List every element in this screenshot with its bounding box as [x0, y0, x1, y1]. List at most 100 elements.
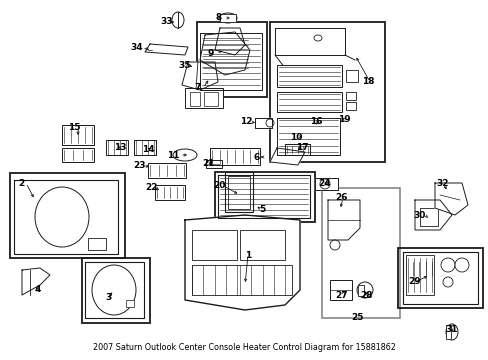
Text: 35: 35	[178, 60, 190, 69]
Ellipse shape	[454, 258, 468, 272]
Text: 31: 31	[445, 325, 457, 334]
Polygon shape	[22, 268, 50, 295]
Polygon shape	[269, 148, 305, 165]
Bar	[220, 14, 236, 22]
Text: 30: 30	[413, 211, 426, 220]
Bar	[314, 120, 328, 134]
Ellipse shape	[440, 258, 454, 272]
Bar	[192, 230, 237, 260]
Bar	[346, 102, 355, 110]
Ellipse shape	[329, 240, 339, 250]
Bar	[126, 300, 134, 307]
Ellipse shape	[442, 277, 452, 287]
Bar	[148, 163, 185, 178]
Text: 3: 3	[104, 293, 111, 302]
Bar	[276, 65, 341, 87]
Text: 23: 23	[133, 161, 145, 170]
Ellipse shape	[219, 13, 237, 23]
Bar	[276, 92, 341, 112]
Text: 5: 5	[258, 206, 264, 215]
Bar	[203, 92, 218, 106]
Text: 33: 33	[160, 18, 172, 27]
Text: 29: 29	[408, 278, 421, 287]
Ellipse shape	[313, 35, 321, 41]
Polygon shape	[434, 183, 467, 215]
Bar	[62, 125, 94, 145]
Polygon shape	[85, 262, 143, 318]
Bar	[155, 185, 184, 200]
Bar	[240, 230, 285, 260]
Polygon shape	[184, 215, 299, 310]
Text: 14: 14	[142, 145, 154, 154]
Text: 16: 16	[309, 117, 322, 126]
Bar	[10, 173, 125, 258]
Ellipse shape	[92, 265, 136, 315]
Bar	[134, 140, 156, 155]
Ellipse shape	[445, 324, 457, 340]
Polygon shape	[254, 118, 271, 128]
Ellipse shape	[173, 149, 197, 161]
Polygon shape	[285, 144, 309, 155]
Text: 28: 28	[359, 291, 372, 300]
Bar	[419, 208, 437, 226]
Text: 26: 26	[334, 194, 347, 202]
Bar	[297, 130, 311, 148]
Ellipse shape	[265, 119, 273, 127]
Bar	[269, 22, 384, 162]
Text: 32: 32	[436, 179, 448, 188]
Text: 7: 7	[194, 84, 200, 93]
Text: 25: 25	[351, 314, 364, 323]
Polygon shape	[145, 44, 187, 55]
Bar	[106, 140, 128, 155]
Text: 18: 18	[361, 77, 374, 86]
Text: 34: 34	[130, 44, 142, 53]
Text: 2007 Saturn Outlook Center Console Heater Control Diagram for 15881862: 2007 Saturn Outlook Center Console Heate…	[93, 343, 395, 352]
Text: 17: 17	[295, 144, 308, 153]
Text: 13: 13	[114, 144, 126, 153]
Bar	[402, 252, 477, 304]
Text: 9: 9	[206, 49, 213, 58]
Text: 21: 21	[202, 158, 214, 167]
Text: 6: 6	[252, 153, 259, 162]
Polygon shape	[414, 200, 451, 230]
Bar	[62, 148, 94, 162]
Polygon shape	[200, 32, 249, 75]
Polygon shape	[274, 28, 345, 55]
Text: 15: 15	[68, 123, 81, 132]
Text: 19: 19	[337, 116, 350, 125]
Bar	[329, 280, 351, 300]
Polygon shape	[276, 118, 339, 155]
Bar	[346, 92, 355, 100]
Polygon shape	[14, 180, 118, 254]
Bar	[224, 172, 252, 212]
Text: 2: 2	[18, 179, 24, 188]
Polygon shape	[182, 62, 218, 90]
Bar	[192, 265, 291, 295]
Polygon shape	[215, 28, 244, 55]
Polygon shape	[205, 160, 222, 168]
Text: 27: 27	[334, 291, 347, 300]
Bar	[445, 325, 450, 339]
Bar	[403, 260, 433, 278]
Bar	[227, 176, 249, 209]
Bar	[184, 88, 223, 108]
Bar	[88, 238, 106, 250]
Text: 10: 10	[289, 132, 302, 141]
Polygon shape	[200, 33, 262, 90]
Bar	[321, 188, 399, 318]
Text: 8: 8	[215, 13, 221, 22]
Text: 22: 22	[145, 184, 157, 193]
Ellipse shape	[356, 282, 372, 298]
Bar	[190, 92, 200, 106]
Bar	[346, 70, 357, 82]
Text: 20: 20	[213, 180, 225, 189]
Bar	[215, 172, 314, 222]
Text: 24: 24	[317, 179, 330, 188]
Polygon shape	[314, 178, 337, 190]
Text: 12: 12	[240, 117, 252, 126]
Bar	[405, 255, 433, 295]
Bar	[357, 285, 363, 296]
Ellipse shape	[172, 12, 183, 28]
Ellipse shape	[319, 179, 329, 189]
Text: 11: 11	[167, 150, 179, 159]
